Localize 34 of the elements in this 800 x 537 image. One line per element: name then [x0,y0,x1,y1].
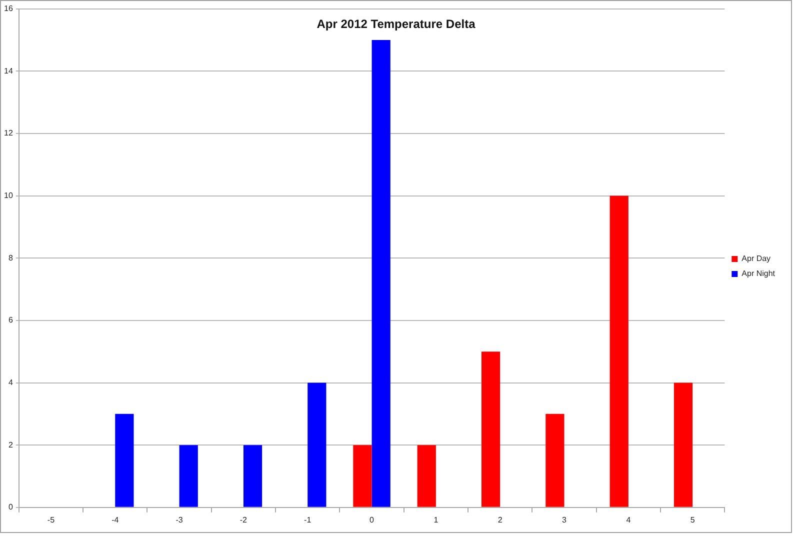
bar [243,445,262,507]
bar [353,445,372,507]
y-tick-label: 12 [4,128,14,138]
x-tick-label: -5 [47,515,56,524]
bar [610,196,628,507]
legend-label: Apr Day [742,254,771,264]
x-tick-label: 3 [562,515,568,524]
x-tick-label: 1 [434,515,439,524]
x-tick-label: 4 [626,515,632,524]
x-tick-label: -4 [112,515,120,524]
bar [674,382,693,507]
x-tick-label: 5 [690,515,696,524]
x-tick-label: -1 [304,515,312,524]
y-tick-label: 2 [8,440,14,450]
bar [417,445,436,507]
y-tick-label: 0 [8,502,14,512]
y-tick-label: 16 [4,4,14,14]
x-tick-label: -2 [240,515,248,524]
bar [372,40,390,507]
bar [481,352,500,507]
text: Apr 2012 Temperature Delta [316,17,476,31]
y-tick-label: 10 [4,190,14,200]
bar [115,414,134,507]
bar [179,445,198,507]
y-tick-label: 4 [8,378,14,387]
y-tick-label: 8 [8,253,14,262]
bar [308,382,326,507]
y-tick-label: 14 [4,66,14,76]
x-tick-label: 0 [370,515,375,524]
legend-label: Apr Night [742,269,776,278]
x-tick-label: 2 [498,515,503,524]
x-tick-label: -3 [176,515,184,524]
y-tick-label: 6 [8,316,14,325]
bar [546,414,564,507]
